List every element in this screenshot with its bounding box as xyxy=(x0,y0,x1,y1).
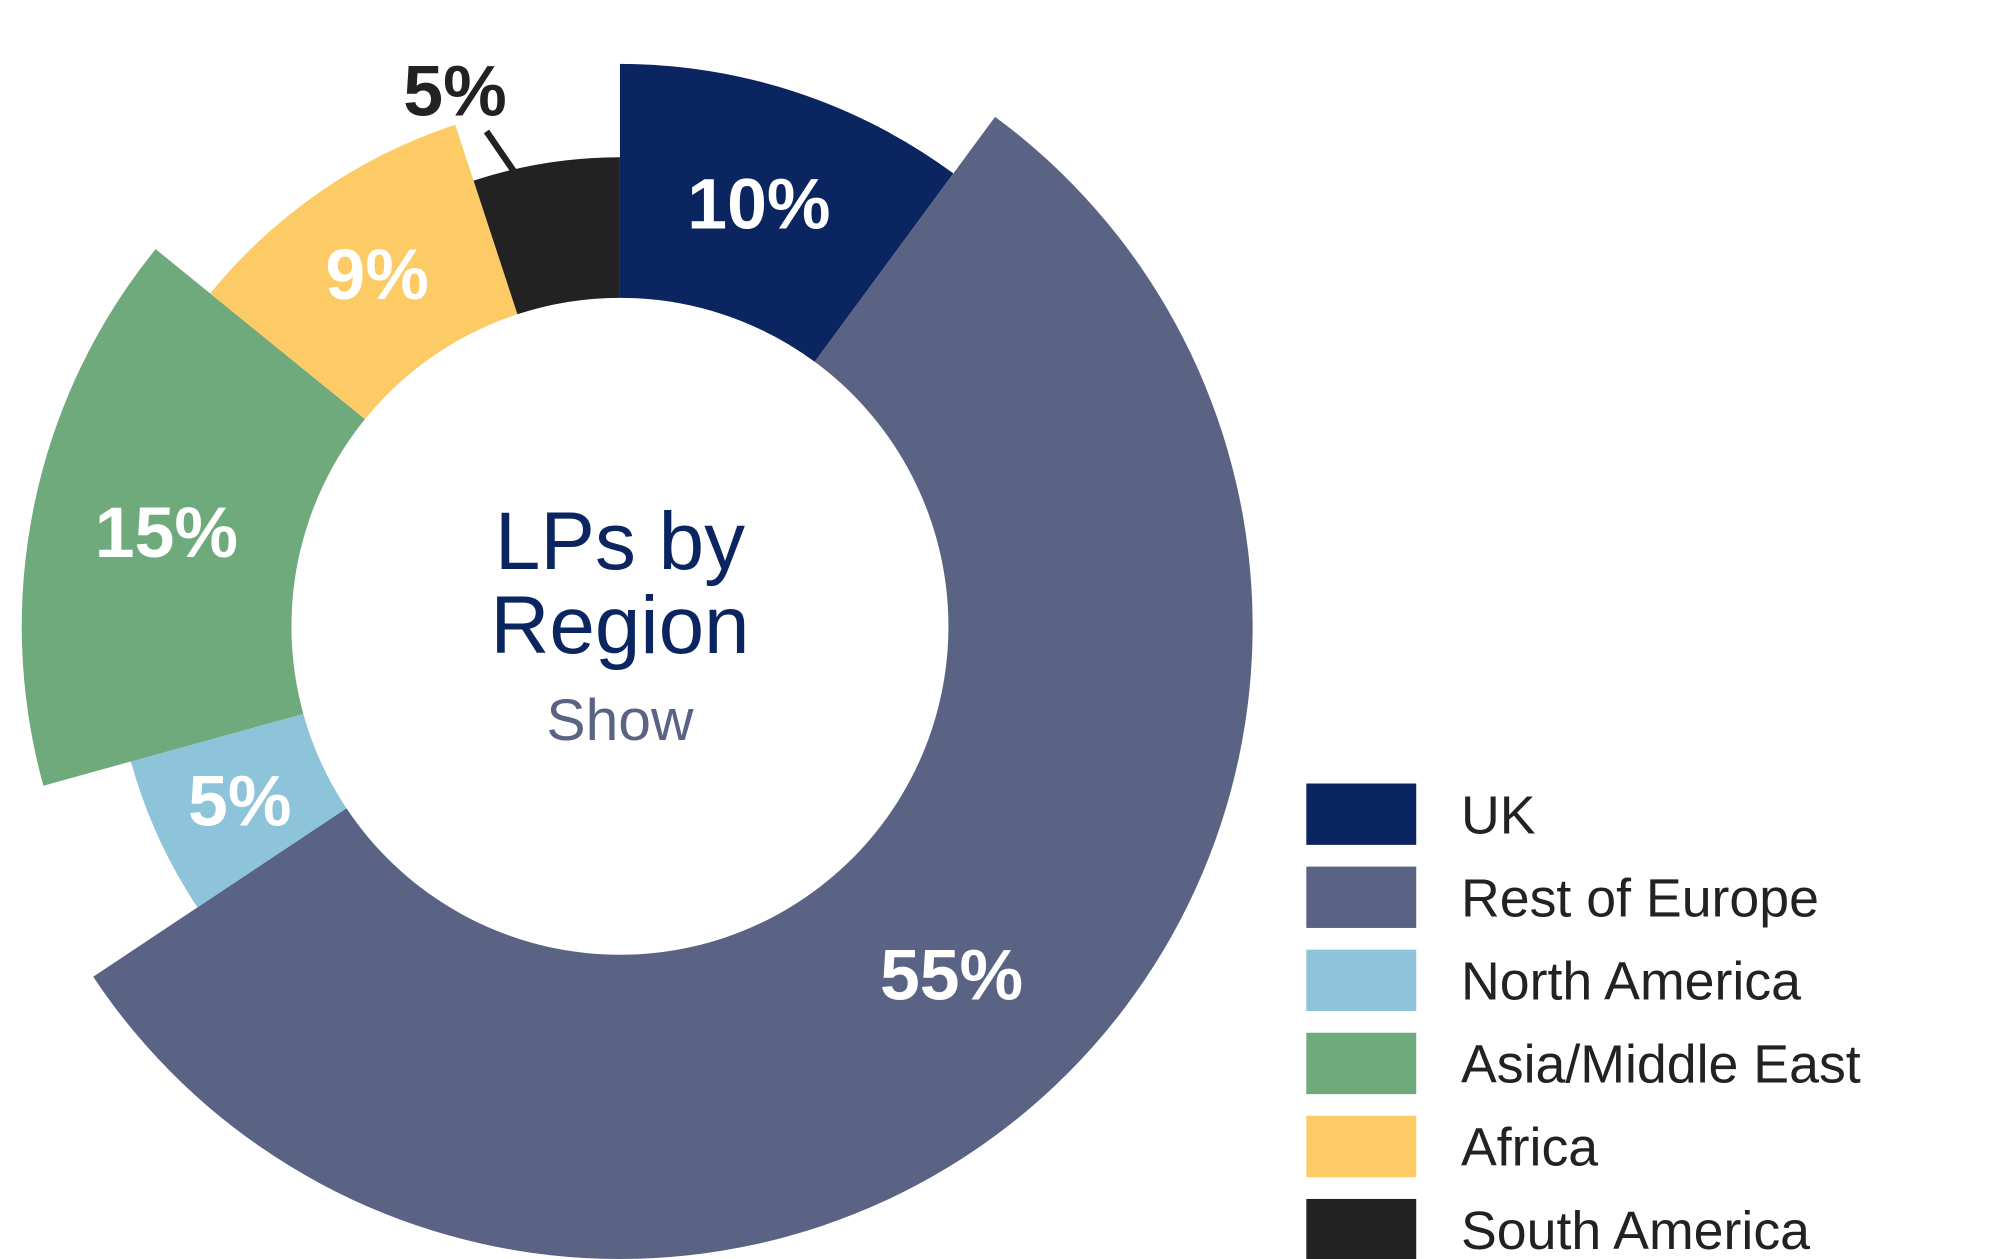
chart-title: LPs by Region xyxy=(490,494,750,672)
legend-swatch xyxy=(1306,949,1417,1012)
legend-label: UK xyxy=(1461,785,1536,845)
value-label: 5% xyxy=(188,761,291,841)
chart-subtitle: Show xyxy=(546,686,694,753)
legend-swatch xyxy=(1306,866,1417,928)
slice xyxy=(93,116,1253,1259)
legend-swatch xyxy=(1306,1198,1417,1259)
value-label: 5% xyxy=(403,52,506,132)
leader-line xyxy=(483,129,517,174)
legend-label: Africa xyxy=(1461,1118,1598,1178)
slice xyxy=(473,157,620,315)
value-label: 55% xyxy=(880,936,1023,1016)
legend-label: South America xyxy=(1461,1201,1810,1259)
slice xyxy=(619,63,954,362)
legend-label: Rest of Europe xyxy=(1461,868,1819,928)
legend: UK Rest of Europe North America Asia/Middle… xyxy=(1306,783,1861,1259)
slice xyxy=(21,249,365,786)
slices: 10% 55% 5% 15% 9% 5% xyxy=(21,52,1253,1259)
value-label: 10% xyxy=(687,165,830,245)
legend-label: North America xyxy=(1461,952,1801,1012)
legend-swatch xyxy=(1306,1032,1417,1095)
legend-swatch xyxy=(1306,1115,1417,1178)
legend-label: Asia/Middle East xyxy=(1461,1035,1861,1095)
slice xyxy=(130,713,347,908)
value-label: 9% xyxy=(325,235,428,315)
value-label: 15% xyxy=(95,493,238,573)
slice xyxy=(210,124,518,420)
legend-swatch xyxy=(1306,783,1417,845)
center-box: LPs by Region Show xyxy=(428,460,811,792)
center-label: LPs by Region Show xyxy=(428,460,811,792)
